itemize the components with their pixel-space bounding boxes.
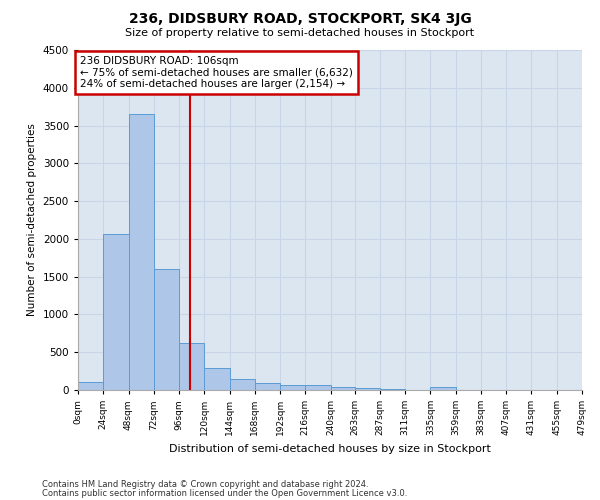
Text: 236, DIDSBURY ROAD, STOCKPORT, SK4 3JG: 236, DIDSBURY ROAD, STOCKPORT, SK4 3JG — [128, 12, 472, 26]
Bar — [305, 386, 331, 390]
Text: Size of property relative to semi-detached houses in Stockport: Size of property relative to semi-detach… — [125, 28, 475, 38]
Bar — [280, 384, 305, 390]
Bar — [78, 382, 103, 390]
Bar — [380, 389, 405, 390]
Bar — [331, 387, 355, 390]
Bar — [179, 343, 204, 390]
Bar — [230, 380, 255, 390]
Y-axis label: Number of semi-detached properties: Number of semi-detached properties — [27, 124, 37, 316]
Bar — [103, 234, 128, 390]
Bar — [430, 387, 456, 390]
Bar — [255, 383, 280, 390]
X-axis label: Distribution of semi-detached houses by size in Stockport: Distribution of semi-detached houses by … — [169, 444, 491, 454]
Text: 236 DIDSBURY ROAD: 106sqm
← 75% of semi-detached houses are smaller (6,632)
24% : 236 DIDSBURY ROAD: 106sqm ← 75% of semi-… — [80, 56, 353, 89]
Text: Contains HM Land Registry data © Crown copyright and database right 2024.: Contains HM Land Registry data © Crown c… — [42, 480, 368, 489]
Bar — [355, 388, 380, 390]
Bar — [204, 368, 230, 390]
Text: Contains public sector information licensed under the Open Government Licence v3: Contains public sector information licen… — [42, 489, 407, 498]
Bar — [128, 114, 154, 390]
Bar — [154, 269, 179, 390]
